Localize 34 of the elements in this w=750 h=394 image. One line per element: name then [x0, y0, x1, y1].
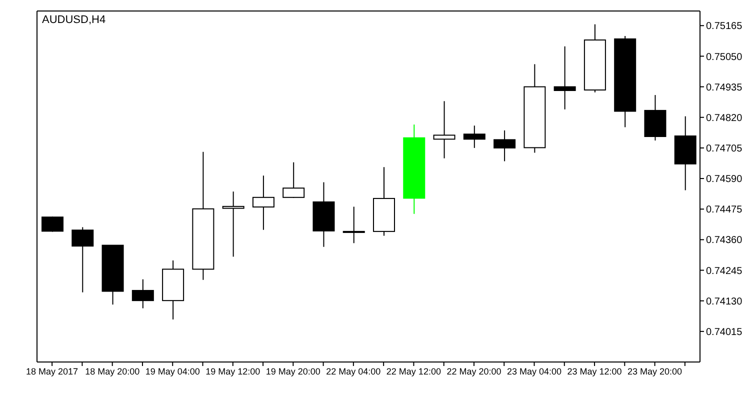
y-tick-label: 0.74015 — [706, 326, 743, 338]
y-tick-label: 0.74705 — [706, 143, 743, 154]
candlestick — [42, 216, 64, 232]
candlestick — [132, 278, 154, 309]
y-tick-label: 0.75050 — [706, 52, 743, 63]
y-tick-label: 0.74130 — [706, 296, 743, 308]
y-tick-label: 0.74245 — [706, 266, 743, 277]
y-tick-label: 0.74475 — [706, 204, 743, 216]
candlestick — [282, 162, 305, 198]
x-tick-label: 22 May 04:00 — [326, 366, 381, 376]
x-tick-label: 19 May 04:00 — [145, 366, 200, 376]
candlestick — [494, 130, 516, 162]
chart-title: AUDUSD,H4 — [42, 14, 106, 26]
y-tick-label: 0.74590 — [706, 174, 743, 186]
candlestick — [252, 175, 274, 230]
y-tick-label: 0.75165 — [706, 21, 743, 32]
candlestick — [554, 46, 576, 110]
x-tick-label: 22 May 20:00 — [446, 366, 502, 376]
y-tick-label: 0.74935 — [706, 82, 743, 94]
candlestick — [222, 191, 244, 258]
y-tick-label: 0.74360 — [706, 235, 743, 246]
x-tick-label: 19 May 12:00 — [206, 366, 260, 376]
candlestick — [72, 226, 94, 293]
x-tick-label: 18 May 2017 — [26, 366, 78, 376]
x-tick-label: 23 May 04:00 — [506, 366, 562, 376]
x-tick-label: 23 May 12:00 — [567, 366, 622, 376]
y-tick-label: 0.74820 — [706, 112, 743, 124]
candlestick — [463, 125, 486, 148]
x-tick-label: 19 May 20:00 — [266, 366, 320, 376]
candlestick — [342, 206, 365, 244]
candlestick — [433, 100, 456, 159]
x-tick-label: 22 May 12:00 — [386, 366, 441, 376]
x-tick-label: 23 May 20:00 — [628, 366, 682, 376]
x-tick-label: 18 May 20:00 — [85, 366, 140, 376]
